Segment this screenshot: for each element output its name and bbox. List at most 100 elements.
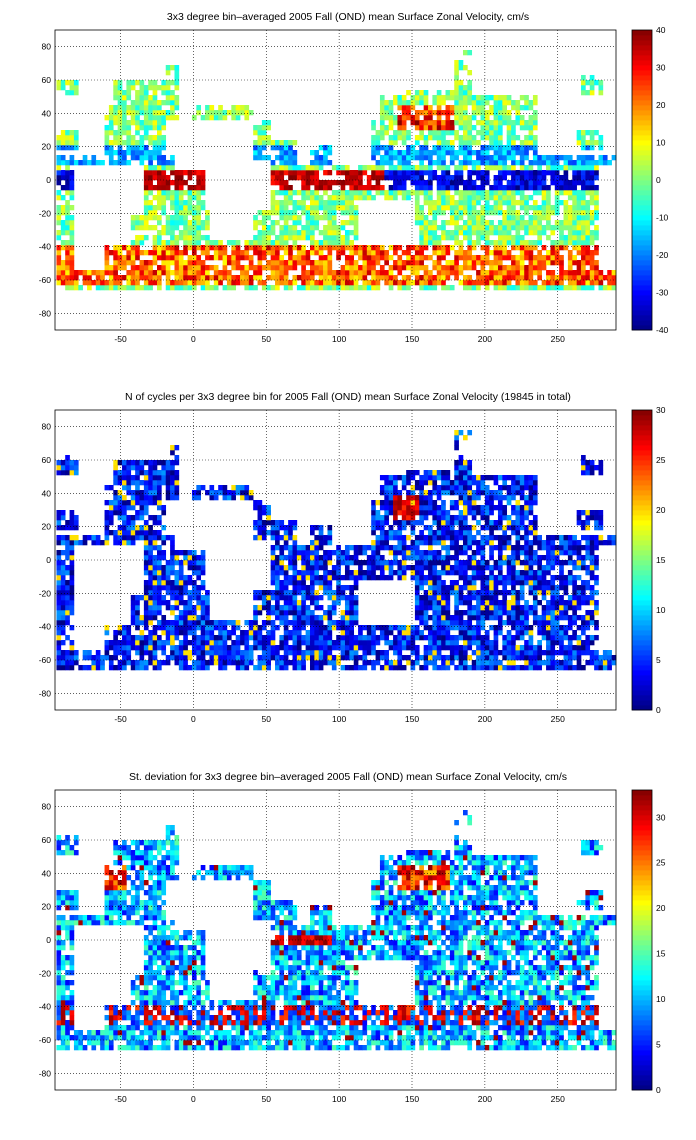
heatmap-cell (60, 655, 66, 661)
heatmap-cell (135, 645, 140, 651)
heatmap-cell (384, 575, 389, 581)
heatmap-cell (235, 275, 241, 281)
heatmap-cell (371, 645, 376, 651)
heatmap-cell (257, 245, 263, 251)
heatmap-cell (375, 160, 381, 166)
heatmap-cell (532, 570, 538, 576)
heatmap-cell (528, 250, 534, 256)
heatmap-cell (550, 595, 556, 601)
heatmap-cell (471, 225, 477, 231)
heatmap-cell (91, 280, 97, 286)
heatmap-cell (344, 605, 350, 611)
heatmap-cell (489, 275, 494, 281)
heatmap-cell (563, 665, 569, 671)
heatmap-cell (419, 605, 424, 611)
heatmap-cell (226, 110, 232, 116)
heatmap-cell (406, 555, 411, 561)
heatmap-cell (314, 160, 320, 166)
heatmap-cell (130, 245, 136, 251)
heatmap-cell (327, 655, 333, 661)
heatmap-cell (157, 100, 162, 106)
heatmap-cell (489, 655, 494, 661)
heatmap-cell (476, 615, 481, 621)
heatmap-cell (275, 245, 280, 251)
heatmap-cell (152, 600, 158, 606)
heatmap-cell (161, 620, 167, 626)
heatmap-cell (257, 665, 263, 671)
heatmap-cell (327, 605, 333, 611)
heatmap-cell (178, 185, 184, 191)
heatmap-cell (314, 660, 320, 666)
heatmap-cell (532, 135, 538, 141)
heatmap-cell (358, 175, 363, 181)
heatmap-cell (358, 170, 363, 176)
heatmap-cell (305, 615, 311, 621)
heatmap-cell (506, 270, 512, 276)
heatmap-cell (476, 175, 481, 181)
heatmap-cell (174, 175, 180, 181)
heatmap-cell (340, 585, 346, 591)
heatmap-cell (423, 635, 429, 641)
heatmap-cell (511, 605, 516, 611)
heatmap-cell (550, 660, 556, 666)
heatmap-cell (56, 635, 62, 641)
heatmap-cell (104, 630, 110, 636)
heatmap-cell (519, 270, 525, 276)
heatmap-cell (471, 125, 477, 131)
heatmap-cell (148, 650, 153, 656)
heatmap-cell (375, 660, 381, 666)
heatmap-cell (541, 160, 547, 166)
heatmap-cell (310, 180, 315, 186)
heatmap-cell (130, 105, 136, 111)
heatmap-cell (261, 230, 267, 236)
heatmap-cell (497, 140, 503, 146)
heatmap-cell (161, 625, 167, 631)
heatmap-cell (288, 255, 293, 261)
heatmap-cell (576, 585, 582, 591)
heatmap-cell (528, 220, 534, 226)
heatmap-cell (410, 575, 416, 581)
heatmap-cell (275, 580, 280, 586)
heatmap-cell (170, 65, 175, 71)
heatmap-cell (406, 265, 411, 271)
heatmap-cell (467, 625, 473, 631)
heatmap-cell (550, 275, 556, 281)
heatmap-cell (301, 225, 306, 231)
heatmap-cell (165, 245, 171, 251)
heatmap-cell (511, 175, 516, 181)
heatmap-cell (157, 255, 162, 261)
heatmap-cell (511, 265, 516, 271)
heatmap-cell (467, 665, 473, 671)
heatmap-cell (563, 650, 569, 656)
heatmap-cell (532, 185, 538, 191)
heatmap-cell (589, 190, 595, 196)
heatmap-cell (406, 645, 411, 651)
heatmap-cell (428, 165, 433, 171)
heatmap-cell (327, 645, 333, 651)
heatmap-cell (414, 190, 420, 196)
heatmap-cell (467, 100, 473, 106)
heatmap-cell (476, 275, 481, 281)
heatmap-cell (244, 640, 250, 646)
heatmap-cell (423, 645, 429, 651)
heatmap-cell (406, 630, 411, 636)
heatmap-cell (428, 590, 433, 596)
heatmap-cell (554, 605, 560, 611)
heatmap-cell (528, 120, 534, 126)
heatmap-cell (60, 185, 66, 191)
heatmap-cell (336, 660, 341, 666)
heatmap-cell (318, 265, 324, 271)
heatmap-cell (301, 665, 306, 671)
heatmap-cell (388, 175, 394, 181)
heatmap-cell (410, 145, 416, 151)
heatmap-cell (445, 245, 451, 251)
heatmap-cell (476, 200, 481, 206)
heatmap-cell (581, 615, 586, 621)
heatmap-cell (336, 580, 341, 586)
heatmap-cell (594, 275, 599, 281)
heatmap-cell (288, 575, 293, 581)
heatmap-cell (537, 640, 542, 646)
heatmap-cell (493, 110, 499, 116)
heatmap-cell (393, 555, 398, 561)
heatmap-cell (502, 225, 508, 231)
